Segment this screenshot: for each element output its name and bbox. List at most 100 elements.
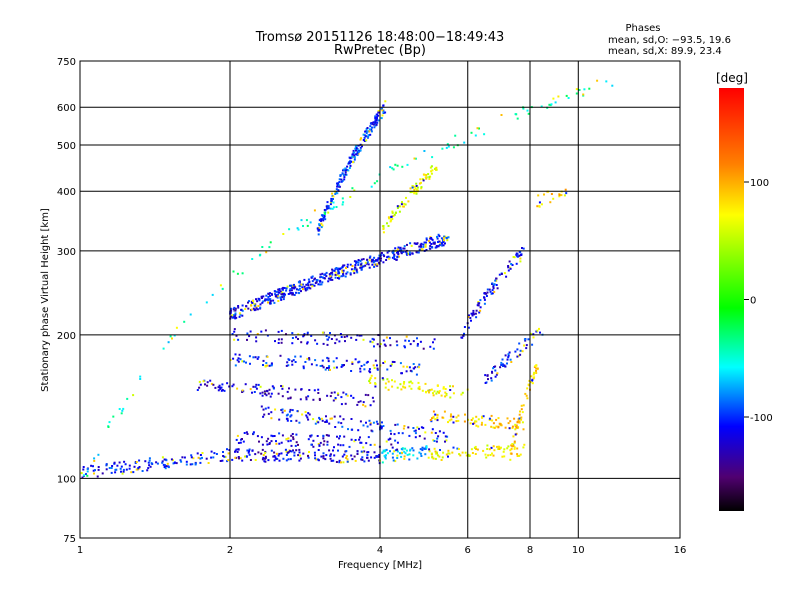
data-point [548, 103, 551, 106]
data-point [343, 435, 346, 438]
data-point [262, 456, 265, 459]
data-point [239, 457, 242, 460]
data-point [262, 359, 265, 362]
data-point [430, 243, 433, 245]
data-point [255, 340, 258, 343]
data-point [305, 396, 308, 399]
data-point [396, 441, 399, 444]
data-point [343, 178, 346, 181]
data-point [237, 357, 240, 360]
data-point [463, 326, 466, 328]
data-point [290, 414, 293, 417]
data-point [330, 197, 333, 200]
data-point [345, 455, 348, 458]
data-point [382, 362, 385, 364]
data-point [270, 434, 273, 437]
data-point [295, 449, 298, 452]
data-point [251, 391, 253, 394]
data-point [237, 456, 240, 458]
data-point [319, 273, 322, 276]
data-point [306, 288, 309, 291]
data-point [369, 443, 372, 446]
data-point [247, 301, 249, 304]
data-point [319, 283, 322, 286]
data-point [234, 364, 237, 367]
data-point [362, 258, 365, 261]
data-point [478, 311, 481, 314]
data-point [320, 283, 323, 286]
data-point [346, 263, 349, 266]
data-point [369, 133, 372, 136]
data-point [372, 261, 375, 264]
data-point [495, 418, 498, 421]
data-point [353, 158, 356, 161]
data-point [326, 343, 329, 346]
data-point [310, 276, 313, 279]
data-point [376, 367, 379, 370]
x-tick-label: 4 [377, 545, 383, 556]
data-point [474, 312, 477, 315]
data-point [416, 242, 419, 245]
data-point [287, 397, 290, 400]
data-point [345, 450, 348, 453]
data-point [144, 460, 147, 463]
data-point [238, 457, 240, 460]
data-point [552, 197, 555, 200]
data-point [183, 456, 186, 459]
data-point [259, 306, 262, 309]
data-point [291, 292, 294, 295]
data-point [289, 396, 292, 399]
data-point [305, 283, 308, 286]
data-point [401, 250, 404, 253]
data-point [278, 288, 281, 291]
data-point [245, 455, 248, 458]
data-point [389, 437, 392, 440]
data-point [481, 416, 484, 419]
data-point [430, 170, 433, 173]
data-point [402, 386, 405, 389]
x-tick-label: 6 [465, 545, 471, 556]
data-point [567, 97, 570, 99]
data-point [172, 459, 174, 462]
data-point [388, 256, 391, 259]
data-point [361, 456, 364, 459]
data-point [293, 451, 296, 454]
data-point [267, 406, 270, 409]
data-point [507, 265, 510, 267]
data-point [463, 420, 466, 423]
data-point [291, 337, 294, 339]
data-point [240, 308, 243, 311]
data-point [340, 178, 343, 181]
data-point [379, 253, 382, 256]
data-point [468, 314, 470, 317]
data-point [396, 423, 399, 426]
data-point [521, 247, 523, 249]
data-point [339, 435, 341, 438]
data-point [333, 269, 336, 272]
data-point [428, 448, 431, 451]
data-point [266, 355, 269, 358]
data-point [219, 387, 222, 390]
data-point [232, 270, 235, 273]
data-point [492, 287, 495, 290]
data-point [332, 360, 335, 363]
data-point [330, 200, 333, 203]
data-point [508, 351, 511, 354]
data-point [362, 133, 365, 136]
data-point [500, 114, 503, 116]
data-point [338, 181, 341, 183]
data-point [333, 446, 335, 449]
data-point [349, 164, 352, 167]
data-point [196, 389, 199, 391]
data-point [270, 449, 273, 452]
data-point [380, 426, 383, 429]
data-point [281, 395, 284, 398]
data-point [329, 395, 332, 398]
data-point [190, 454, 193, 457]
data-point [493, 366, 495, 368]
data-point [303, 278, 306, 281]
data-point [310, 434, 313, 437]
data-point [294, 355, 297, 358]
data-point [253, 303, 256, 306]
data-point [534, 365, 537, 368]
